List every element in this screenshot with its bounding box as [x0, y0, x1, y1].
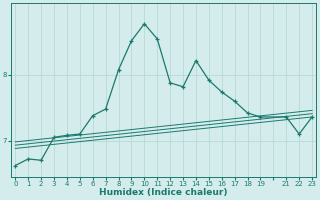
X-axis label: Humidex (Indice chaleur): Humidex (Indice chaleur) — [100, 188, 228, 197]
